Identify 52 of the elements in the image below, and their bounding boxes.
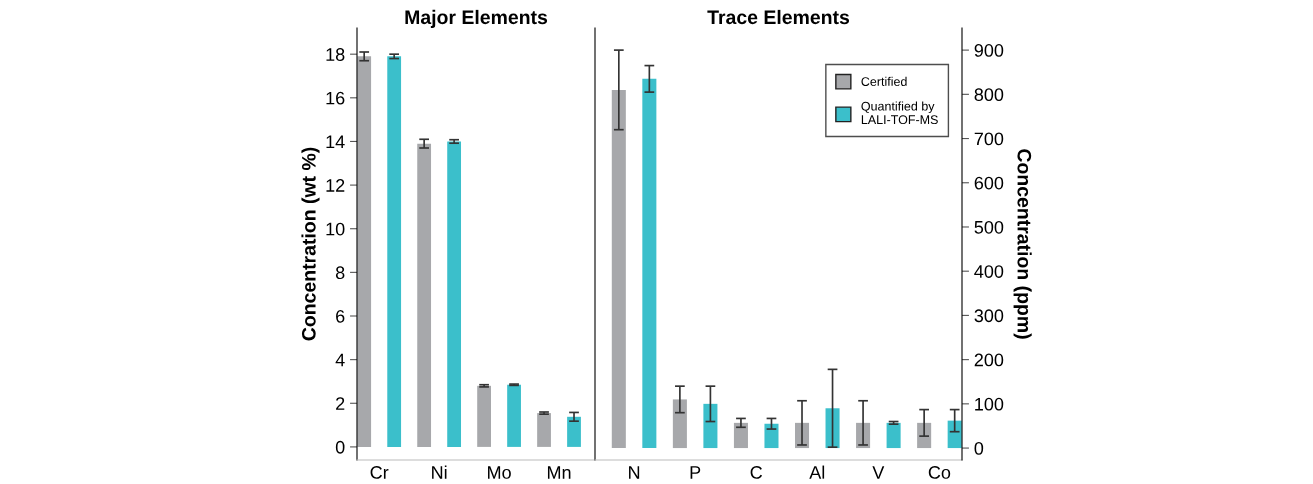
y2-tick-label: 400 — [974, 265, 1004, 278]
y-tick-label: 6 — [336, 309, 345, 323]
x-tick-label: N — [629, 466, 640, 479]
y2-tick-label: 0 — [974, 442, 984, 455]
bar — [611, 89, 626, 449]
bar — [567, 416, 581, 447]
bar — [672, 399, 687, 449]
x-tick-label: P — [690, 466, 701, 479]
legend-label: Quantified by LALI-TOF-MS — [861, 101, 938, 125]
x-tick-label: Co — [928, 466, 951, 479]
bar — [703, 403, 718, 449]
x-tick-label: Mo — [488, 466, 511, 479]
x-tick-label: V — [872, 466, 885, 479]
y-tick-label: 14 — [326, 135, 345, 148]
bar — [886, 422, 901, 449]
bar — [387, 56, 402, 447]
bar — [477, 385, 491, 447]
y-tick-label: 18 — [326, 48, 345, 61]
x-tick-label: Ni — [432, 465, 447, 479]
y2-tick-label: 700 — [974, 132, 1004, 146]
bar — [447, 141, 462, 447]
bar — [825, 408, 840, 449]
bar — [642, 78, 657, 449]
bar — [507, 384, 521, 447]
bar — [764, 423, 779, 449]
y-tick-label: 8 — [335, 266, 345, 280]
y-tick-label: 10 — [326, 222, 345, 236]
y2-tick-label: 200 — [974, 353, 1004, 367]
bar — [537, 413, 551, 447]
y-tick-label: 12 — [326, 179, 345, 192]
y-tick-label: 0 — [335, 440, 345, 454]
y-axis-title: Concentration (wt %) — [301, 147, 320, 341]
y2-tick-label: 600 — [974, 176, 1004, 190]
y-tick-label: 4 — [335, 353, 345, 367]
y2-tick-label: 500 — [974, 220, 1004, 234]
y2-axis-title: Concentration (ppm) — [1013, 149, 1032, 339]
y2-tick-label: 300 — [974, 309, 1004, 323]
x-tick-label: Al — [809, 465, 825, 479]
y2-tick-label: 100 — [975, 397, 1004, 411]
y2-tick-label: 800 — [974, 88, 1004, 102]
x-tick-label: Mn — [547, 466, 571, 479]
chart-title: Major Elements — [405, 9, 548, 28]
x-tick-label: Cr — [370, 466, 389, 479]
legend-label: Certified — [861, 76, 907, 86]
y-tick-label: 16 — [326, 91, 345, 105]
y-tick-label: 2 — [336, 397, 345, 410]
y2-tick-label: 900 — [974, 44, 1004, 57]
chart-title: Trace Elements — [707, 9, 850, 25]
bar — [357, 56, 372, 447]
bar — [733, 422, 748, 449]
bar — [417, 143, 432, 447]
x-tick-label: C — [750, 466, 763, 479]
